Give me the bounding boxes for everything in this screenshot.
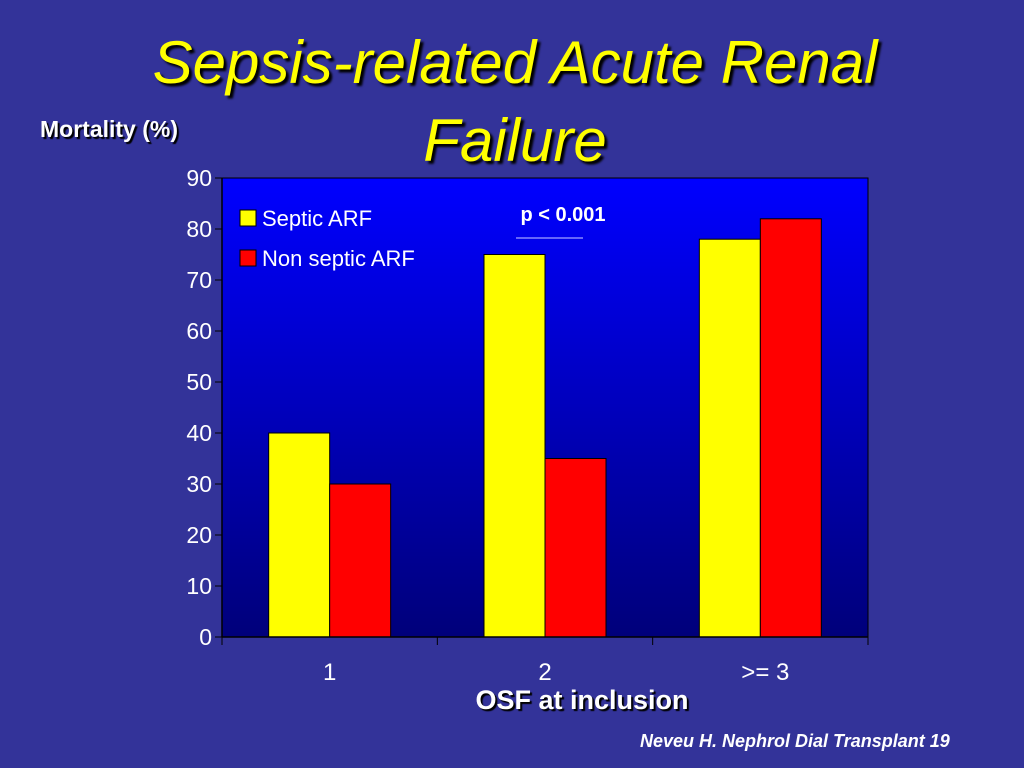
bar-non-septic-3 xyxy=(759,218,822,638)
legend-swatch-non-septic xyxy=(239,249,257,267)
y-tick-label: 20 xyxy=(186,522,212,548)
p-value-annotation: p < 0.001 xyxy=(520,204,605,226)
y-tick-label: 50 xyxy=(186,369,212,395)
bar-septic-2 xyxy=(483,254,546,638)
x-axis-label: OSF at inclusion xyxy=(475,685,689,715)
y-tick-label: 10 xyxy=(186,573,212,599)
y-tick-label: 80 xyxy=(186,216,212,242)
bar-septic-1 xyxy=(268,432,331,638)
x-tick-label: 2 xyxy=(538,659,551,686)
y-tick-label: 90 xyxy=(186,165,212,191)
legend-label-non-septic: Non septic ARF xyxy=(262,246,415,271)
y-tick-label: 40 xyxy=(186,420,212,446)
legend-label-septic: Septic ARF xyxy=(262,206,372,231)
legend: Septic ARF Non septic ARF xyxy=(239,206,415,271)
y-axis-label: Mortality (%) xyxy=(40,116,178,142)
bar-non-septic-1 xyxy=(329,483,392,638)
x-tick-label: >= 3 xyxy=(741,659,789,686)
y-tick-label: 60 xyxy=(186,318,212,344)
bar-non-septic-2 xyxy=(544,458,607,638)
bar-septic-3 xyxy=(698,238,761,638)
y-tick-label: 30 xyxy=(186,471,212,497)
x-tick-label: 1 xyxy=(323,659,336,686)
y-tick-label: 70 xyxy=(186,267,212,293)
slide-title: Sepsis-related Acute Renal Failure xyxy=(152,29,878,174)
y-tick-label: 0 xyxy=(199,624,212,650)
legend-swatch-septic xyxy=(239,209,257,227)
citation: Neveu H. Nephrol Dial Transplant 19 xyxy=(640,731,950,751)
